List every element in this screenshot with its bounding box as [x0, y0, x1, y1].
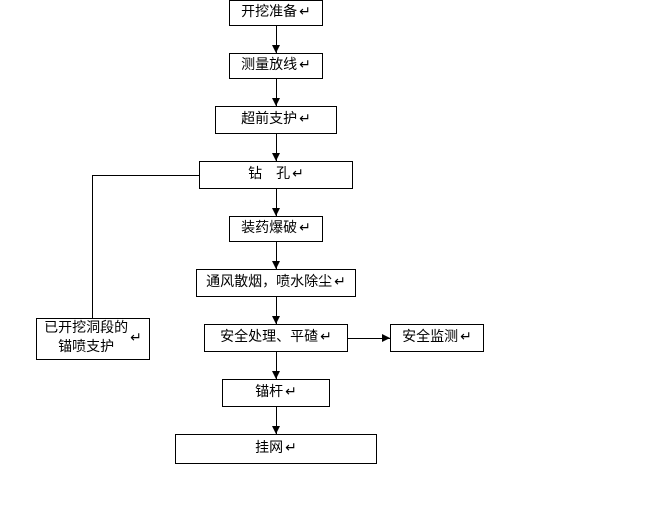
node-label: 通风散烟，喷水除尘	[206, 276, 332, 290]
node-label: 开挖准备	[241, 6, 297, 20]
arrowhead-down-icon	[272, 261, 280, 269]
arrowhead-down-icon	[272, 426, 280, 434]
arrowhead-right-icon	[382, 334, 390, 342]
arrowhead-down-icon	[272, 316, 280, 324]
flowchart-node-n4: 钻 孔↵	[199, 161, 353, 189]
node-label: 安全监测	[402, 331, 458, 345]
edge-segment	[92, 175, 199, 176]
flowchart-node-n8: 已开挖洞段的 锚喷支护↵	[36, 318, 150, 360]
flowchart-node-n9: 安全监测↵	[390, 324, 484, 352]
arrowhead-down-icon	[272, 98, 280, 106]
edge-segment	[92, 175, 93, 318]
node-label: 锚杆	[255, 386, 283, 400]
flowchart-node-n5: 装药爆破↵	[229, 216, 323, 242]
flowchart-node-n10: 锚杆↵	[222, 379, 330, 407]
return-mark-icon: ↵	[320, 331, 332, 345]
arrowhead-down-icon	[272, 153, 280, 161]
return-mark-icon: ↵	[299, 59, 311, 73]
return-mark-icon: ↵	[334, 276, 346, 290]
return-mark-icon: ↵	[299, 113, 311, 127]
return-mark-icon: ↵	[285, 442, 297, 456]
flowchart-canvas: 开挖准备↵测量放线↵超前支护↵钻 孔↵装药爆破↵通风散烟，喷水除尘↵安全处理、平…	[0, 0, 670, 508]
return-mark-icon: ↵	[299, 222, 311, 236]
flowchart-node-n11: 挂网↵	[175, 434, 377, 464]
node-label: 钻 孔	[248, 168, 290, 182]
arrowhead-down-icon	[272, 371, 280, 379]
return-mark-icon: ↵	[299, 6, 311, 20]
node-label: 测量放线	[241, 59, 297, 73]
flowchart-node-n1: 开挖准备↵	[229, 0, 323, 26]
arrowhead-down-icon	[272, 45, 280, 53]
flowchart-node-n7: 安全处理、平碴↵	[204, 324, 348, 352]
arrowhead-down-icon	[272, 208, 280, 216]
flowchart-node-n3: 超前支护↵	[215, 106, 337, 134]
return-mark-icon: ↵	[460, 331, 472, 345]
flowchart-node-n2: 测量放线↵	[229, 53, 323, 79]
return-mark-icon: ↵	[292, 168, 304, 182]
node-label: 装药爆破	[241, 222, 297, 236]
node-label: 安全处理、平碴	[220, 331, 318, 345]
flowchart-node-n6: 通风散烟，喷水除尘↵	[196, 269, 356, 297]
node-label: 挂网	[255, 442, 283, 456]
node-label: 已开挖洞段的 锚喷支护	[44, 320, 128, 358]
node-label: 超前支护	[241, 113, 297, 127]
return-mark-icon: ↵	[285, 386, 297, 400]
return-mark-icon: ↵	[130, 332, 142, 346]
